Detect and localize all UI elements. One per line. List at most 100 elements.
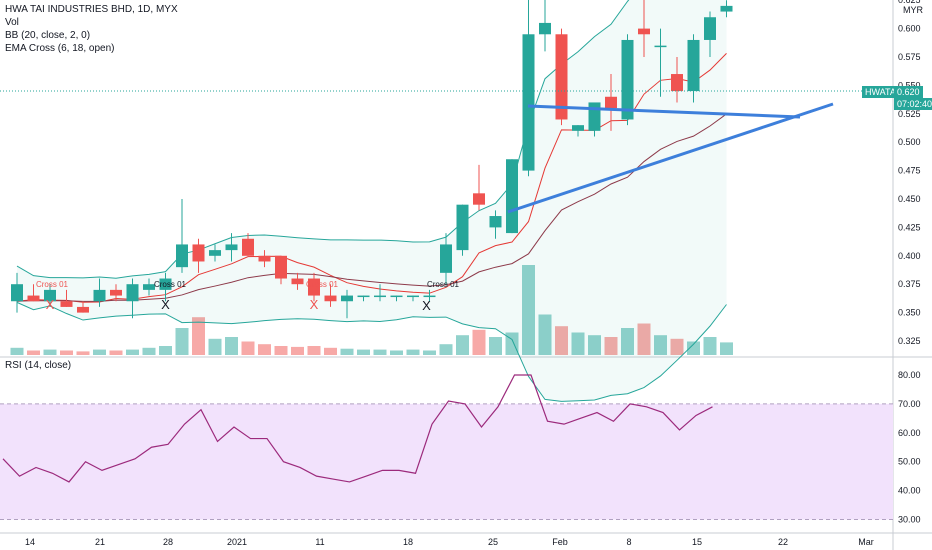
candle-body: [605, 96, 617, 109]
cross-label: Cross 01: [427, 280, 460, 289]
rsi-legend[interactable]: RSI (14, close): [5, 360, 72, 371]
trendlines: [507, 102, 834, 214]
candle-body: [77, 306, 89, 313]
candle-body: [143, 284, 155, 290]
time-tick-label: 15: [692, 537, 702, 547]
time-tick-label: Mar: [858, 537, 874, 547]
bollinger-lower: [16, 301, 727, 402]
price-tick-label: 0.450: [898, 194, 921, 204]
volume-legend[interactable]: Vol: [5, 17, 19, 28]
volume-bar: [703, 337, 717, 355]
candle-body: [44, 289, 56, 302]
price-tick-label: 0.375: [898, 279, 921, 289]
candle: [357, 295, 370, 302]
volume-bar: [60, 350, 73, 355]
candle-body: [654, 45, 667, 48]
volume-bar: [307, 346, 321, 355]
bollinger-bands: [16, 0, 727, 402]
candle-body: [11, 284, 23, 302]
candle: [555, 28, 568, 126]
candle-body: [110, 289, 122, 296]
candle: [489, 210, 502, 239]
candle-body: [192, 244, 205, 262]
bollinger-upper: [16, 0, 630, 279]
candle: [671, 57, 683, 103]
candle-body: [638, 28, 650, 35]
candle: [572, 125, 584, 137]
volume-bar: [604, 337, 618, 355]
candle: [654, 28, 667, 97]
volume-bar: [93, 349, 106, 355]
volume-bar: [373, 349, 387, 355]
candle: [638, 0, 650, 57]
volume-bar: [571, 332, 585, 355]
candle: [242, 233, 254, 256]
candle: [60, 289, 73, 307]
bollinger-legend[interactable]: BB (20, close, 2, 0): [5, 30, 91, 41]
time-tick-label: 8: [626, 537, 631, 547]
rsi-axis: 80.00 70.00 60.00 50.00 40.00 30.00: [898, 370, 921, 525]
candle: [341, 289, 353, 319]
volume-bar: [142, 347, 156, 355]
candle: [143, 278, 155, 296]
rsi-band: [0, 403, 893, 520]
candle: [506, 159, 518, 234]
cross-label: Cross 01: [154, 280, 187, 289]
time-tick-label: 28: [163, 537, 173, 547]
volume-bar: [241, 341, 255, 355]
candle-body: [506, 159, 518, 234]
symbol-title: HWA TAI INDUSTRIES BHD, 1D, MYX: [5, 4, 178, 15]
candle: [324, 284, 337, 307]
rsi-tick-label: 30.00: [898, 515, 921, 525]
volume-bar: [538, 314, 552, 355]
candle-body: [720, 5, 733, 12]
volume-bar: [588, 335, 601, 355]
candle: [225, 233, 238, 262]
candle: [423, 289, 436, 302]
candle-body: [489, 216, 502, 228]
candle-body: [308, 278, 320, 296]
volume-bar: [456, 335, 469, 355]
rsi-pane: [0, 374, 893, 520]
volume-bar: [225, 337, 238, 355]
candle: [291, 272, 304, 290]
ema-cross-legend[interactable]: EMA Cross (6, 18, open): [5, 43, 115, 54]
volume-bar: [175, 328, 189, 355]
candle-body: [176, 244, 188, 268]
candle-body: [588, 102, 601, 131]
candle-body: [357, 295, 370, 298]
candle-body: [275, 255, 287, 279]
price-tick-label: 0.425: [898, 222, 921, 232]
candle: [192, 238, 205, 273]
rsi-tick-label: 70.00: [898, 399, 921, 409]
price-tick-label: 0.600: [898, 24, 921, 34]
candle: [93, 278, 106, 307]
time-tick-label: 11: [315, 537, 324, 547]
trendline-lower: [507, 102, 834, 214]
price-tick-label: 0.625: [898, 0, 921, 5]
candle-body: [456, 204, 469, 251]
cross-markers: Cross 01 X Cross 01 X Cross 01 X Cross 01 X: [36, 280, 460, 313]
volume-bar: [406, 349, 420, 355]
candle-body: [555, 34, 568, 120]
cross-x-marker: X: [46, 297, 55, 312]
candle: [110, 284, 122, 302]
candle: [456, 204, 469, 256]
candle-body: [407, 295, 419, 298]
candle: [159, 272, 172, 302]
price-tick-label: 0.325: [898, 336, 921, 346]
candle: [258, 250, 271, 268]
price-unit: MYR: [903, 5, 924, 15]
candle-body: [539, 22, 551, 35]
rsi-line: [2, 374, 713, 483]
candle-body: [341, 295, 353, 302]
time-tick-label: 25: [488, 537, 498, 547]
candle: [522, 0, 535, 177]
candle: [27, 284, 40, 302]
volume-bar: [720, 342, 733, 355]
volume-bar: [505, 332, 519, 355]
volume-bar: [522, 265, 535, 355]
candle: [374, 284, 386, 302]
candle-body: [209, 250, 221, 256]
